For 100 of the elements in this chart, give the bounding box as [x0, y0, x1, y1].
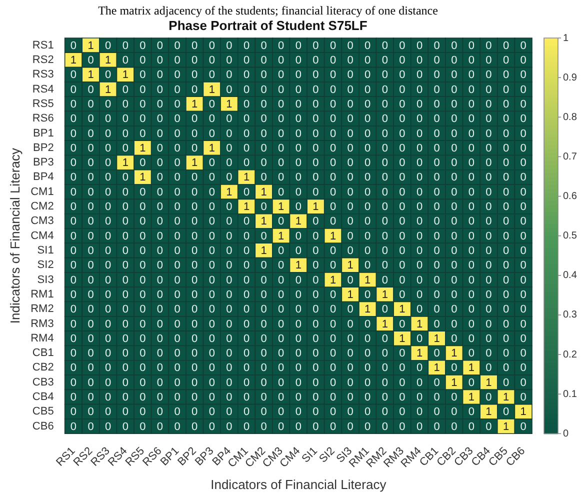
data-label: 0 — [434, 40, 440, 52]
data-label: 0 — [208, 98, 215, 110]
data-label: 0 — [468, 420, 475, 433]
data-label: 0 — [382, 304, 388, 316]
data-label: 0 — [243, 348, 250, 360]
data-label: 0 — [192, 362, 198, 374]
data-label: 0 — [208, 376, 215, 389]
data-label: 0 — [122, 216, 128, 228]
data-label: 0 — [468, 128, 475, 140]
data-label: 0 — [486, 128, 492, 140]
data-label: 0 — [226, 142, 232, 154]
data-label: 0 — [140, 40, 146, 52]
data-label: 0 — [208, 260, 215, 272]
data-label: 0 — [260, 230, 267, 242]
data-label: 0 — [520, 348, 526, 360]
data-label: 0 — [502, 348, 510, 360]
data-label: 0 — [347, 420, 354, 433]
y-tick-label: RS3 — [32, 68, 54, 81]
data-label: 0 — [434, 230, 440, 242]
data-label: 0 — [399, 172, 406, 184]
data-label: 0 — [330, 332, 336, 345]
data-label: 0 — [174, 406, 180, 418]
data-label: 0 — [364, 40, 371, 52]
data-label: 0 — [156, 84, 164, 96]
data-label: 0 — [468, 376, 475, 389]
data-label: 0 — [122, 318, 128, 330]
data-label: 0 — [312, 318, 319, 330]
data-label: 0 — [520, 318, 526, 330]
data-label: 0 — [382, 362, 388, 374]
data-label: 0 — [105, 406, 112, 418]
data-label: 0 — [416, 420, 423, 433]
data-label: 0 — [156, 406, 164, 418]
data-label: 1 — [260, 245, 267, 258]
data-label: 0 — [122, 332, 128, 345]
data-label: 1 — [278, 201, 284, 214]
data-label: 0 — [226, 318, 232, 330]
y-tick-label: CB4 — [32, 391, 54, 404]
data-label: 0 — [174, 186, 180, 198]
data-label: 1 — [502, 420, 510, 433]
data-label: 0 — [520, 142, 526, 154]
data-label: 0 — [105, 260, 112, 272]
data-label: 0 — [105, 201, 112, 214]
data-label: 0 — [468, 216, 475, 228]
data-label: 0 — [434, 157, 440, 170]
data-label: 0 — [174, 98, 180, 110]
data-label: 0 — [243, 260, 250, 272]
data-label: 0 — [502, 172, 510, 184]
data-label: 0 — [364, 348, 371, 360]
data-label: 0 — [399, 186, 406, 198]
data-label: 0 — [122, 406, 128, 418]
data-label: 0 — [382, 98, 388, 110]
data-label: 0 — [192, 332, 198, 345]
data-label: 0 — [88, 274, 94, 286]
data-label: 0 — [364, 201, 371, 214]
data-label: 0 — [520, 260, 526, 272]
data-label: 1 — [399, 304, 406, 316]
data-label: 0 — [295, 288, 302, 301]
y-tick-label: BP3 — [33, 156, 54, 169]
y-tick-label: CB6 — [32, 420, 54, 432]
data-label: 0 — [502, 142, 510, 154]
data-label: 0 — [468, 245, 475, 258]
data-label: 0 — [312, 304, 319, 316]
data-label: 0 — [174, 304, 180, 316]
data-label: 1 — [347, 260, 354, 272]
data-label: 0 — [156, 40, 164, 52]
data-label: 0 — [416, 69, 423, 82]
y-tick-label: RM1 — [30, 288, 54, 300]
data-label: 0 — [243, 128, 250, 140]
data-label: 0 — [486, 304, 492, 316]
data-label: 0 — [520, 172, 526, 184]
data-label: 0 — [243, 376, 250, 389]
data-label: 0 — [260, 201, 267, 214]
data-label: 0 — [278, 113, 284, 126]
data-label: 0 — [226, 84, 232, 96]
data-label: 0 — [174, 230, 180, 242]
data-label: 0 — [140, 318, 146, 330]
data-label: 0 — [312, 54, 319, 67]
data-label: 0 — [502, 230, 510, 242]
data-label: 0 — [140, 362, 146, 374]
data-label: 0 — [347, 128, 354, 140]
data-label: 0 — [486, 186, 492, 198]
data-label: 0 — [208, 406, 215, 418]
data-label: 0 — [243, 142, 250, 154]
data-label: 0 — [520, 128, 526, 140]
data-label: 0 — [70, 40, 77, 52]
data-label: 0 — [399, 84, 406, 96]
data-label: 0 — [260, 142, 267, 154]
data-label: 0 — [192, 201, 198, 214]
data-label: 0 — [226, 260, 232, 272]
data-label: 0 — [364, 420, 371, 433]
data-label: 0 — [486, 201, 492, 214]
data-label: 0 — [88, 304, 94, 316]
data-label: 0 — [416, 128, 423, 140]
data-label: 0 — [486, 392, 492, 404]
data-label: 0 — [399, 260, 406, 272]
data-label: 0 — [312, 348, 319, 360]
data-label: 0 — [156, 274, 164, 286]
data-label: 0 — [260, 69, 267, 82]
data-label: 0 — [156, 186, 164, 198]
data-label: 0 — [156, 348, 164, 360]
